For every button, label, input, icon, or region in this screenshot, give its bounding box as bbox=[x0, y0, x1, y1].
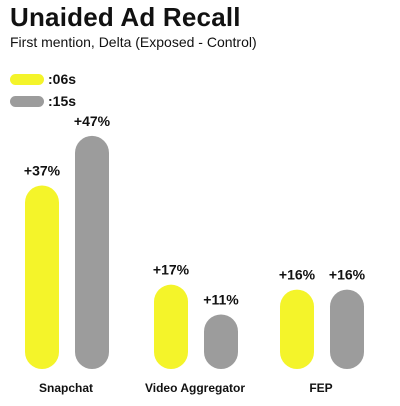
legend-item-15s: :15s bbox=[10, 90, 76, 112]
legend-label-15s: :15s bbox=[48, 93, 77, 109]
legend-label-06s: :06s bbox=[48, 71, 77, 87]
category-label-snapchat: Snapchat bbox=[39, 381, 93, 395]
category-label-video-aggregator: Video Aggregator bbox=[145, 381, 245, 395]
data-label-video-aggregator-series-1: +11% bbox=[203, 291, 239, 307]
data-label-fep-series-1: +16% bbox=[329, 267, 366, 283]
data-label-fep-series-0: +16% bbox=[279, 267, 316, 283]
bar-fep-series-1 bbox=[330, 289, 364, 369]
legend-swatch-15s bbox=[10, 95, 44, 107]
data-label-video-aggregator-series-0: +17% bbox=[153, 262, 190, 278]
bar-video-aggregator-series-0 bbox=[154, 284, 188, 369]
bar-video-aggregator-series-1 bbox=[204, 314, 238, 369]
bar-snapchat-series-0 bbox=[25, 185, 59, 369]
chart-legend: :06s :15s bbox=[10, 68, 76, 112]
chart-title: Unaided Ad Recall bbox=[10, 2, 241, 32]
legend-swatch-06s bbox=[10, 73, 44, 85]
legend-item-06s: :06s bbox=[10, 68, 76, 90]
bar-fep-series-0 bbox=[280, 289, 314, 369]
data-label-snapchat-series-1: +47% bbox=[74, 113, 111, 129]
bar-snapchat-series-1 bbox=[75, 135, 109, 369]
chart-subtitle: First mention, Delta (Exposed - Control) bbox=[10, 34, 257, 50]
data-label-snapchat-series-0: +37% bbox=[24, 162, 61, 178]
category-label-fep: FEP bbox=[309, 381, 332, 395]
